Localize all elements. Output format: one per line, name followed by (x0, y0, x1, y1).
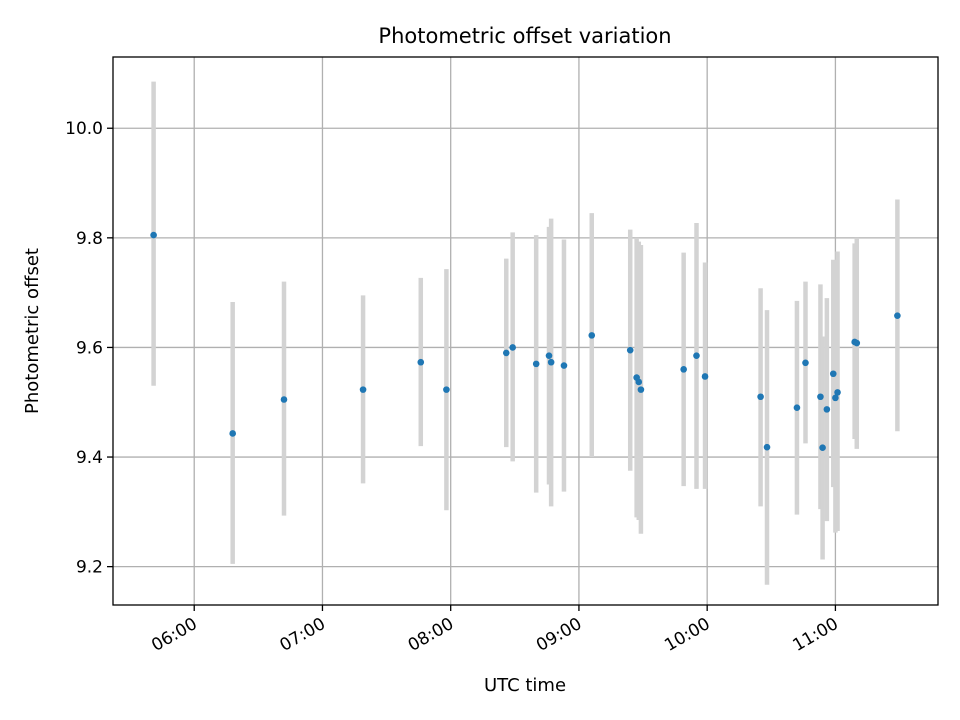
x-axis-label: UTC time (484, 675, 566, 696)
data-point (532, 360, 540, 368)
data-point (417, 358, 425, 366)
data-point (229, 430, 236, 437)
data-point (150, 231, 157, 239)
data-point (588, 332, 596, 339)
data-point (560, 362, 568, 369)
data-point (545, 352, 553, 359)
data-point (834, 389, 841, 396)
data-point (693, 352, 700, 359)
y-tick-label: 9.2 (76, 558, 103, 578)
data-point (793, 404, 801, 412)
data-point (757, 393, 764, 401)
data-point (763, 443, 771, 451)
data-point (701, 373, 709, 380)
data-point (280, 396, 288, 403)
data-point (853, 339, 861, 347)
data-points (150, 231, 901, 452)
data-point (635, 378, 643, 386)
data-point (819, 444, 826, 452)
data-point (832, 394, 839, 402)
data-point (894, 312, 901, 319)
y-axis-label: Photometric offset (22, 248, 43, 414)
plot-frame (112, 56, 939, 606)
y-tick-label: 9.6 (76, 338, 103, 358)
data-point (802, 359, 809, 367)
data-point (637, 386, 645, 393)
data-point (509, 344, 516, 351)
data-point (823, 406, 831, 413)
y-tick-label: 10.0 (65, 119, 103, 139)
data-point (359, 386, 367, 393)
data-point (829, 370, 837, 378)
data-point (817, 393, 824, 401)
data-point (680, 366, 687, 373)
data-point (547, 358, 555, 366)
data-point (443, 386, 450, 393)
y-tick-label: 9.8 (76, 229, 103, 249)
data-point (502, 349, 510, 357)
y-tick-label: 9.4 (76, 448, 103, 468)
data-point (626, 346, 634, 354)
chart-title: Photometric offset variation (378, 24, 671, 48)
